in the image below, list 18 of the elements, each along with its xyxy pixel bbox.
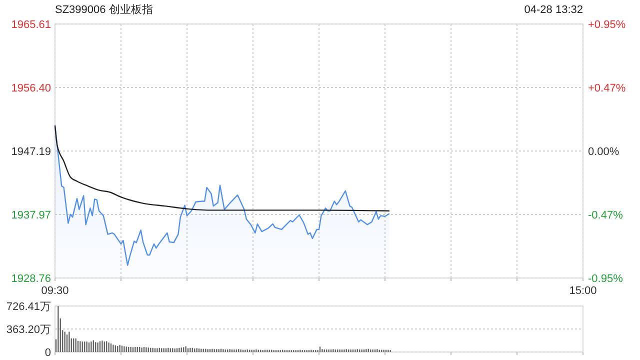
y-tick-label: 726.41万 xyxy=(6,300,51,313)
text: 04-28 13:32 xyxy=(524,4,583,16)
y-tick-label: 1965.61 xyxy=(11,18,51,31)
line-series xyxy=(54,124,390,212)
y-tick-label: 1928.76 xyxy=(11,272,51,285)
y2-tick-label: -0.47% xyxy=(588,209,624,222)
x-tick-label: 09:30 xyxy=(41,285,69,297)
y2-tick-label: 0.00% xyxy=(588,146,620,158)
y2-tick-label: +0.47% xyxy=(588,82,626,94)
y-tick-label: 1947.19 xyxy=(11,146,51,158)
chart-title: SZ399006 创业板指 xyxy=(55,3,153,16)
y-tick-label: 1937.97 xyxy=(11,209,51,222)
y-tick-label: 1956.40 xyxy=(11,82,51,94)
y2-tick-label: +0.95% xyxy=(588,18,626,31)
y-tick-label: 363.20万 xyxy=(6,324,51,336)
x-tick-label: 15:00 xyxy=(569,285,597,297)
y2-tick-label: -0.95% xyxy=(588,272,624,285)
y-tick-label: 0 xyxy=(44,346,51,359)
